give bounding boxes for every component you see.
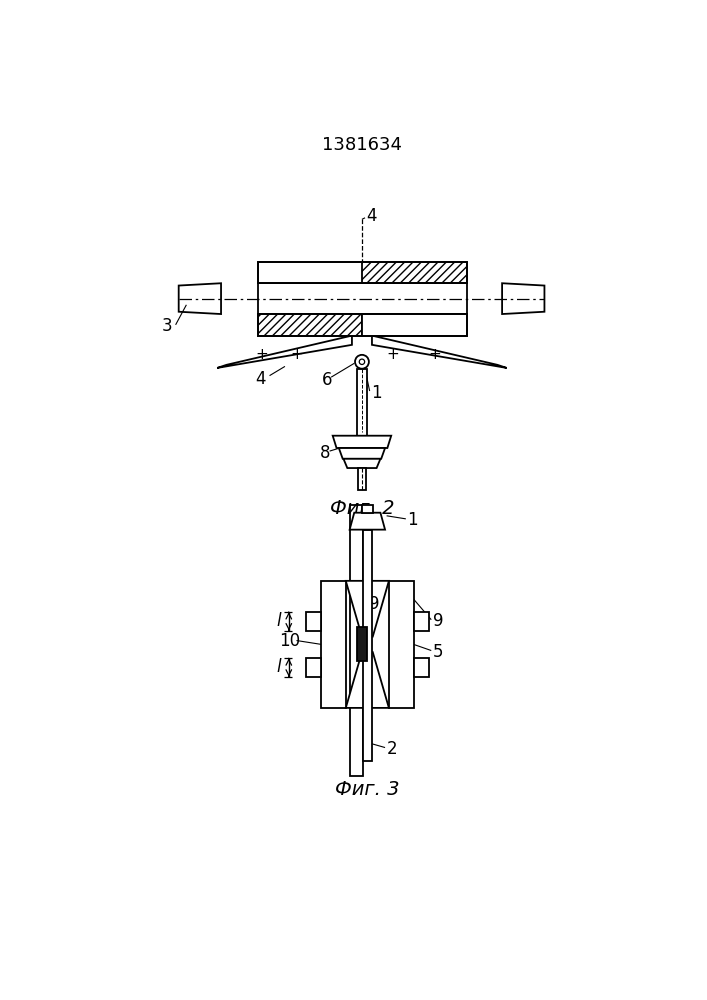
Text: 6: 6 <box>322 371 332 389</box>
Polygon shape <box>346 652 389 708</box>
Text: 5: 5 <box>433 643 443 661</box>
Polygon shape <box>333 436 391 448</box>
Bar <box>305 658 321 677</box>
Text: 8: 8 <box>320 444 330 462</box>
Bar <box>358 468 366 490</box>
Bar <box>258 314 467 336</box>
Text: +: + <box>330 265 343 280</box>
Text: +: + <box>428 347 441 362</box>
Bar <box>362 505 373 513</box>
Bar <box>321 581 346 708</box>
Bar <box>389 581 414 708</box>
Bar <box>414 612 429 631</box>
Text: +: + <box>272 265 285 280</box>
Text: 4: 4 <box>256 370 267 388</box>
Bar <box>356 627 368 661</box>
Text: 2: 2 <box>387 740 397 758</box>
Polygon shape <box>350 513 385 530</box>
Bar <box>258 283 467 314</box>
Text: 1381634: 1381634 <box>322 136 402 154</box>
Bar <box>258 262 363 283</box>
Text: +: + <box>380 265 393 280</box>
Text: +: + <box>414 265 426 280</box>
Text: 3: 3 <box>162 317 173 335</box>
Polygon shape <box>217 336 352 368</box>
Circle shape <box>359 359 365 364</box>
Text: +: + <box>444 265 457 280</box>
Bar <box>258 262 467 283</box>
Polygon shape <box>502 283 544 314</box>
Bar <box>258 314 362 336</box>
Bar <box>414 658 429 677</box>
Text: 9: 9 <box>369 595 380 613</box>
Text: l: l <box>276 612 281 630</box>
Circle shape <box>355 355 369 369</box>
Text: 4: 4 <box>366 207 377 225</box>
Text: 1: 1 <box>371 384 382 402</box>
Polygon shape <box>372 336 507 368</box>
Polygon shape <box>344 459 380 468</box>
Text: Фиг. 3: Фиг. 3 <box>335 780 399 799</box>
Bar <box>362 314 467 336</box>
Polygon shape <box>339 448 385 459</box>
Bar <box>363 530 372 761</box>
Polygon shape <box>179 283 221 314</box>
Text: Фиг. 2: Фиг. 2 <box>329 499 395 518</box>
Bar <box>305 612 321 631</box>
Text: +: + <box>290 347 303 362</box>
Polygon shape <box>346 581 389 637</box>
Text: +: + <box>303 265 316 280</box>
Polygon shape <box>346 581 362 627</box>
Text: +: + <box>387 347 399 362</box>
Text: +: + <box>255 347 268 362</box>
Bar <box>362 262 467 283</box>
Bar <box>357 369 367 436</box>
Text: 9: 9 <box>433 612 443 630</box>
Text: l: l <box>276 658 281 676</box>
Text: 10: 10 <box>279 632 300 650</box>
Text: 1: 1 <box>407 511 418 529</box>
Bar <box>350 505 363 776</box>
